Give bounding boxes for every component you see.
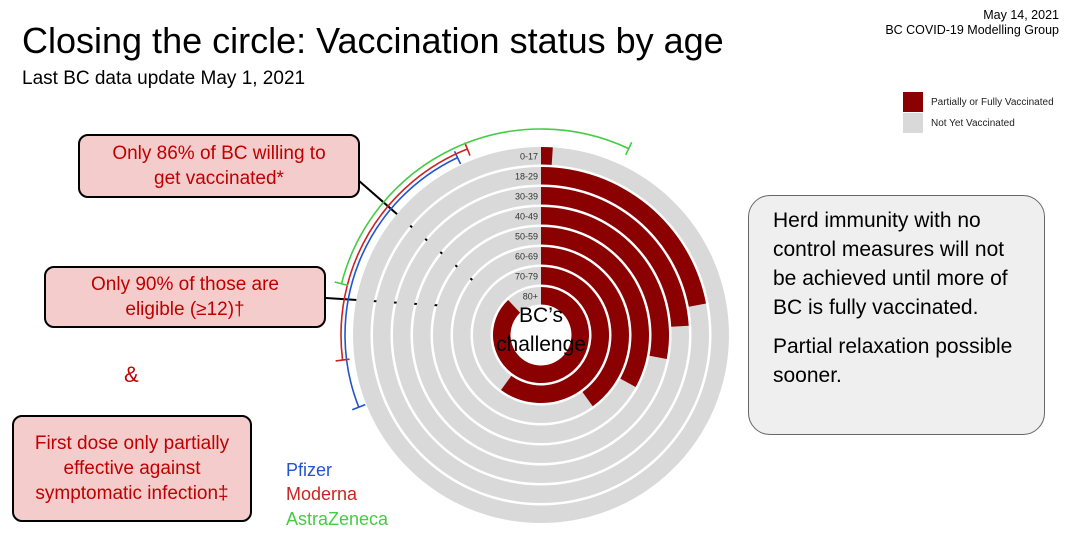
vaccine-arc-moderna [340, 148, 468, 361]
legend-swatch-not-vaccinated [903, 113, 923, 133]
tick-label-60-69: 60-69 [515, 251, 538, 261]
herd-immunity-box: Herd immunity with no control measures w… [748, 195, 1045, 435]
vaccine-arc-cap-astrazeneca-start [334, 281, 349, 287]
callout-eligible-text: Only 90% of those are eligible (≥12)† [91, 274, 279, 320]
herd-text-main: Herd immunity with no control measures w… [773, 209, 1008, 319]
header-date: May 14, 2021 [983, 8, 1059, 22]
callout-willing: Only 86% of BC willing to get vaccinated… [78, 134, 360, 198]
ring-vaccinated-70-79 [501, 267, 610, 403]
tick-label-40-49: 40-49 [515, 211, 538, 221]
page-subtitle: Last BC data update May 1, 2021 [22, 68, 306, 89]
ring-vaccinated-0-17 [541, 147, 553, 165]
ring-vaccinated-80+ [493, 287, 590, 384]
tick-label-50-59: 50-59 [515, 231, 538, 241]
vaccine-arc-cap-pfizer-start [351, 403, 366, 411]
tick-label-18-29: 18-29 [515, 171, 538, 181]
vaccine-label-astrazeneca: AstraZeneca [286, 509, 389, 529]
callout-first-dose: First dose only partially effective agai… [12, 415, 252, 522]
ring-vaccinated-60-69 [541, 247, 629, 407]
vaccine-arc-pfizer [344, 156, 458, 408]
legend-swatch-vaccinated [903, 92, 923, 112]
callout-eligible: Only 90% of those are eligible (≥12)† [44, 266, 326, 328]
header-meta: May 14, 2021 BC COVID-19 Modelling Group [885, 8, 1059, 38]
vaccine-arc-cap-moderna-start [335, 358, 350, 362]
vaccine-arc-cap-astrazeneca-end [625, 141, 633, 156]
tick-label-80+: 80+ [523, 291, 538, 301]
tick-label-70-79: 70-79 [515, 271, 538, 281]
vaccine-label-pfizer: Pfizer [286, 460, 333, 480]
callout-first-dose-text: First dose only partially effective agai… [34, 433, 230, 504]
ring-vaccinated-50-59 [541, 227, 649, 388]
legend-label-vaccinated: Partially or Fully Vaccinated [931, 96, 1054, 108]
ampersand: & [124, 362, 139, 387]
vaccine-arc-astrazeneca [340, 128, 630, 284]
vaccine-arc-cap-moderna-end [464, 142, 471, 156]
tick-label-0-17: 0-17 [520, 151, 538, 161]
ring-vaccinated-40-49 [541, 207, 670, 359]
header-org: BC COVID-19 Modelling Group [885, 23, 1059, 37]
page-title: Closing the circle: Vaccination status b… [22, 20, 724, 61]
center-label-line2: challenge [496, 333, 586, 356]
vaccine-label-moderna: Moderna [286, 484, 358, 504]
center-label-line1: BC’s [519, 304, 563, 327]
tick-label-30-39: 30-39 [515, 191, 538, 201]
ring-vaccinated-30-39 [541, 187, 689, 327]
callout-willing-text: Only 86% of BC willing to get vaccinated… [112, 143, 326, 189]
ring-vaccinated-18-29 [541, 167, 707, 307]
legend-not-vaccinated: Not Yet Vaccinated [903, 113, 1015, 133]
legend-label-not-vaccinated: Not Yet Vaccinated [931, 117, 1015, 129]
herd-text-relax: Partial relaxation possible sooner. [773, 335, 1013, 387]
legend-vaccinated: Partially or Fully Vaccinated [903, 92, 1054, 112]
